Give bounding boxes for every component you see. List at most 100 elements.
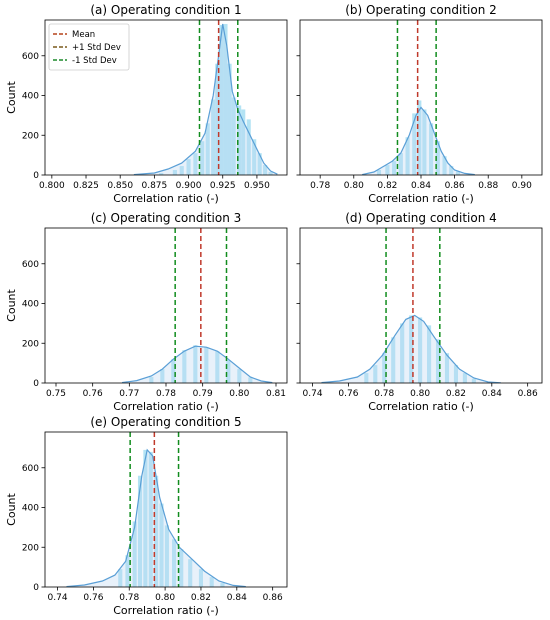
plot-area	[66, 432, 246, 587]
histogram-bar	[160, 369, 165, 383]
histogram-bar	[418, 317, 423, 383]
histogram-bar	[429, 123, 434, 175]
kde-area	[122, 346, 273, 383]
x-axis-label: Correlation ratio (-)	[368, 192, 474, 205]
x-tick-label: 0.84	[411, 181, 431, 191]
histogram-bar	[204, 347, 209, 383]
histogram-bar	[435, 339, 441, 383]
histogram-bar	[405, 137, 410, 175]
x-axis-label: Correlation ratio (-)	[368, 400, 474, 413]
histogram-bar	[215, 63, 220, 175]
histogram-bar	[412, 113, 417, 175]
panel-title: (d) Operating condition 4	[345, 211, 497, 225]
histogram-bar	[220, 583, 225, 587]
x-tick-label: 0.75	[46, 389, 66, 399]
histogram-bar	[382, 353, 387, 383]
kde-line	[121, 345, 273, 383]
histogram-bar	[257, 153, 262, 175]
x-tick-label: 0.80	[410, 389, 430, 399]
histogram-bar	[205, 123, 210, 175]
axes-frame	[299, 227, 543, 384]
histogram-bar	[171, 359, 176, 383]
plot-area	[321, 228, 501, 383]
legend-plus-std-label: +1 Std Dev	[72, 43, 121, 53]
histogram-bar	[149, 377, 154, 383]
x-tick-label: 0.78	[374, 389, 394, 399]
legend-mean-label: Mean	[72, 30, 95, 40]
histogram-bar	[172, 539, 177, 587]
x-tick-label: 0.800	[39, 181, 65, 191]
panel-4: (d) Operating condition 4 0.74 0.76 0.78 0.8…	[296, 211, 543, 413]
histogram-bar	[427, 325, 432, 383]
plot-area	[362, 20, 475, 175]
x-tick-label: 0.78	[156, 389, 176, 399]
kde-line	[362, 106, 475, 175]
kde-area	[66, 449, 246, 587]
histogram-bar	[188, 559, 193, 587]
histogram-bar	[219, 24, 224, 175]
histogram-bar	[159, 173, 164, 175]
y-axis-label: Count	[5, 288, 18, 321]
histogram-bar	[263, 165, 268, 175]
x-tick-label: 0.76	[83, 593, 103, 603]
y-tick-label: 200	[22, 339, 39, 349]
y-tick-label: 600	[22, 52, 39, 62]
legend-minus-std-label: -1 Std Dev	[72, 56, 117, 66]
y-tick-label: 0	[33, 583, 39, 593]
x-axis-label: Correlation ratio (-)	[113, 604, 219, 617]
histogram-bar	[223, 23, 228, 175]
kde-area	[133, 24, 278, 175]
histogram-bar	[391, 337, 396, 383]
histogram-bar	[164, 525, 169, 587]
histogram-bar	[227, 63, 232, 175]
plot-area	[133, 20, 278, 175]
histogram-bar	[179, 166, 184, 175]
x-tick-label: 0.925	[210, 181, 236, 191]
histogram-bar	[200, 141, 205, 175]
histogram-bar	[172, 170, 177, 175]
x-tick-label: 0.78	[310, 181, 330, 191]
histogram-bar	[211, 99, 216, 175]
histogram-bar	[268, 172, 273, 175]
histogram-bar	[193, 345, 198, 383]
x-tick-label: 0.80	[155, 593, 175, 603]
panel-3: (c) Operating condition 3 0.75 0.76 0.77 0.7…	[5, 211, 288, 413]
x-axis-label: Correlation ratio (-)	[113, 192, 219, 205]
x-tick-label: 0.79	[193, 389, 213, 399]
histogram-bar	[237, 105, 242, 175]
histogram-bar	[231, 97, 236, 175]
x-tick-label: 0.875	[141, 181, 167, 191]
axes-frame	[44, 431, 288, 588]
histogram-bar	[179, 549, 184, 587]
histogram-bar	[444, 353, 450, 383]
histogram-bar	[462, 373, 467, 383]
histogram-bar	[442, 156, 447, 175]
histogram-bar	[400, 323, 405, 383]
x-tick-label: 0.81	[266, 389, 286, 399]
panel-2: (b) Operating condition 2 0.78 0.80 0.82 0.8…	[296, 3, 543, 205]
legend: Mean +1 Std Dev -1 Std Dev	[48, 23, 130, 71]
x-tick-label: 0.80	[344, 181, 364, 191]
histogram-bar	[252, 139, 257, 175]
axes-frame	[44, 227, 288, 384]
histogram-bar	[422, 109, 427, 175]
panel-1: (a) Operating condition 1 0.800 0.825 0.850…	[5, 3, 288, 205]
histogram-bar	[198, 569, 204, 587]
x-tick-label: 0.90	[512, 181, 532, 191]
histogram-bar	[435, 141, 440, 175]
x-tick-label: 0.80	[229, 389, 249, 399]
y-tick-label: 200	[22, 543, 39, 553]
panel-5: (e) Operating condition 5 0.74 0.76 0.78 0.8…	[5, 415, 288, 617]
x-tick-label: 0.78	[119, 593, 139, 603]
histogram-bar	[125, 555, 130, 587]
x-tick-label: 0.88	[478, 181, 498, 191]
histogram-bar	[148, 451, 153, 587]
x-tick-label: 0.86	[445, 181, 465, 191]
x-tick-label: 0.82	[446, 389, 466, 399]
x-tick-label: 0.900	[176, 181, 202, 191]
kde-area	[321, 315, 501, 383]
panel-title: (e) Operating condition 5	[90, 415, 241, 429]
histogram-bar	[137, 475, 143, 587]
x-tick-label: 0.76	[338, 389, 358, 399]
